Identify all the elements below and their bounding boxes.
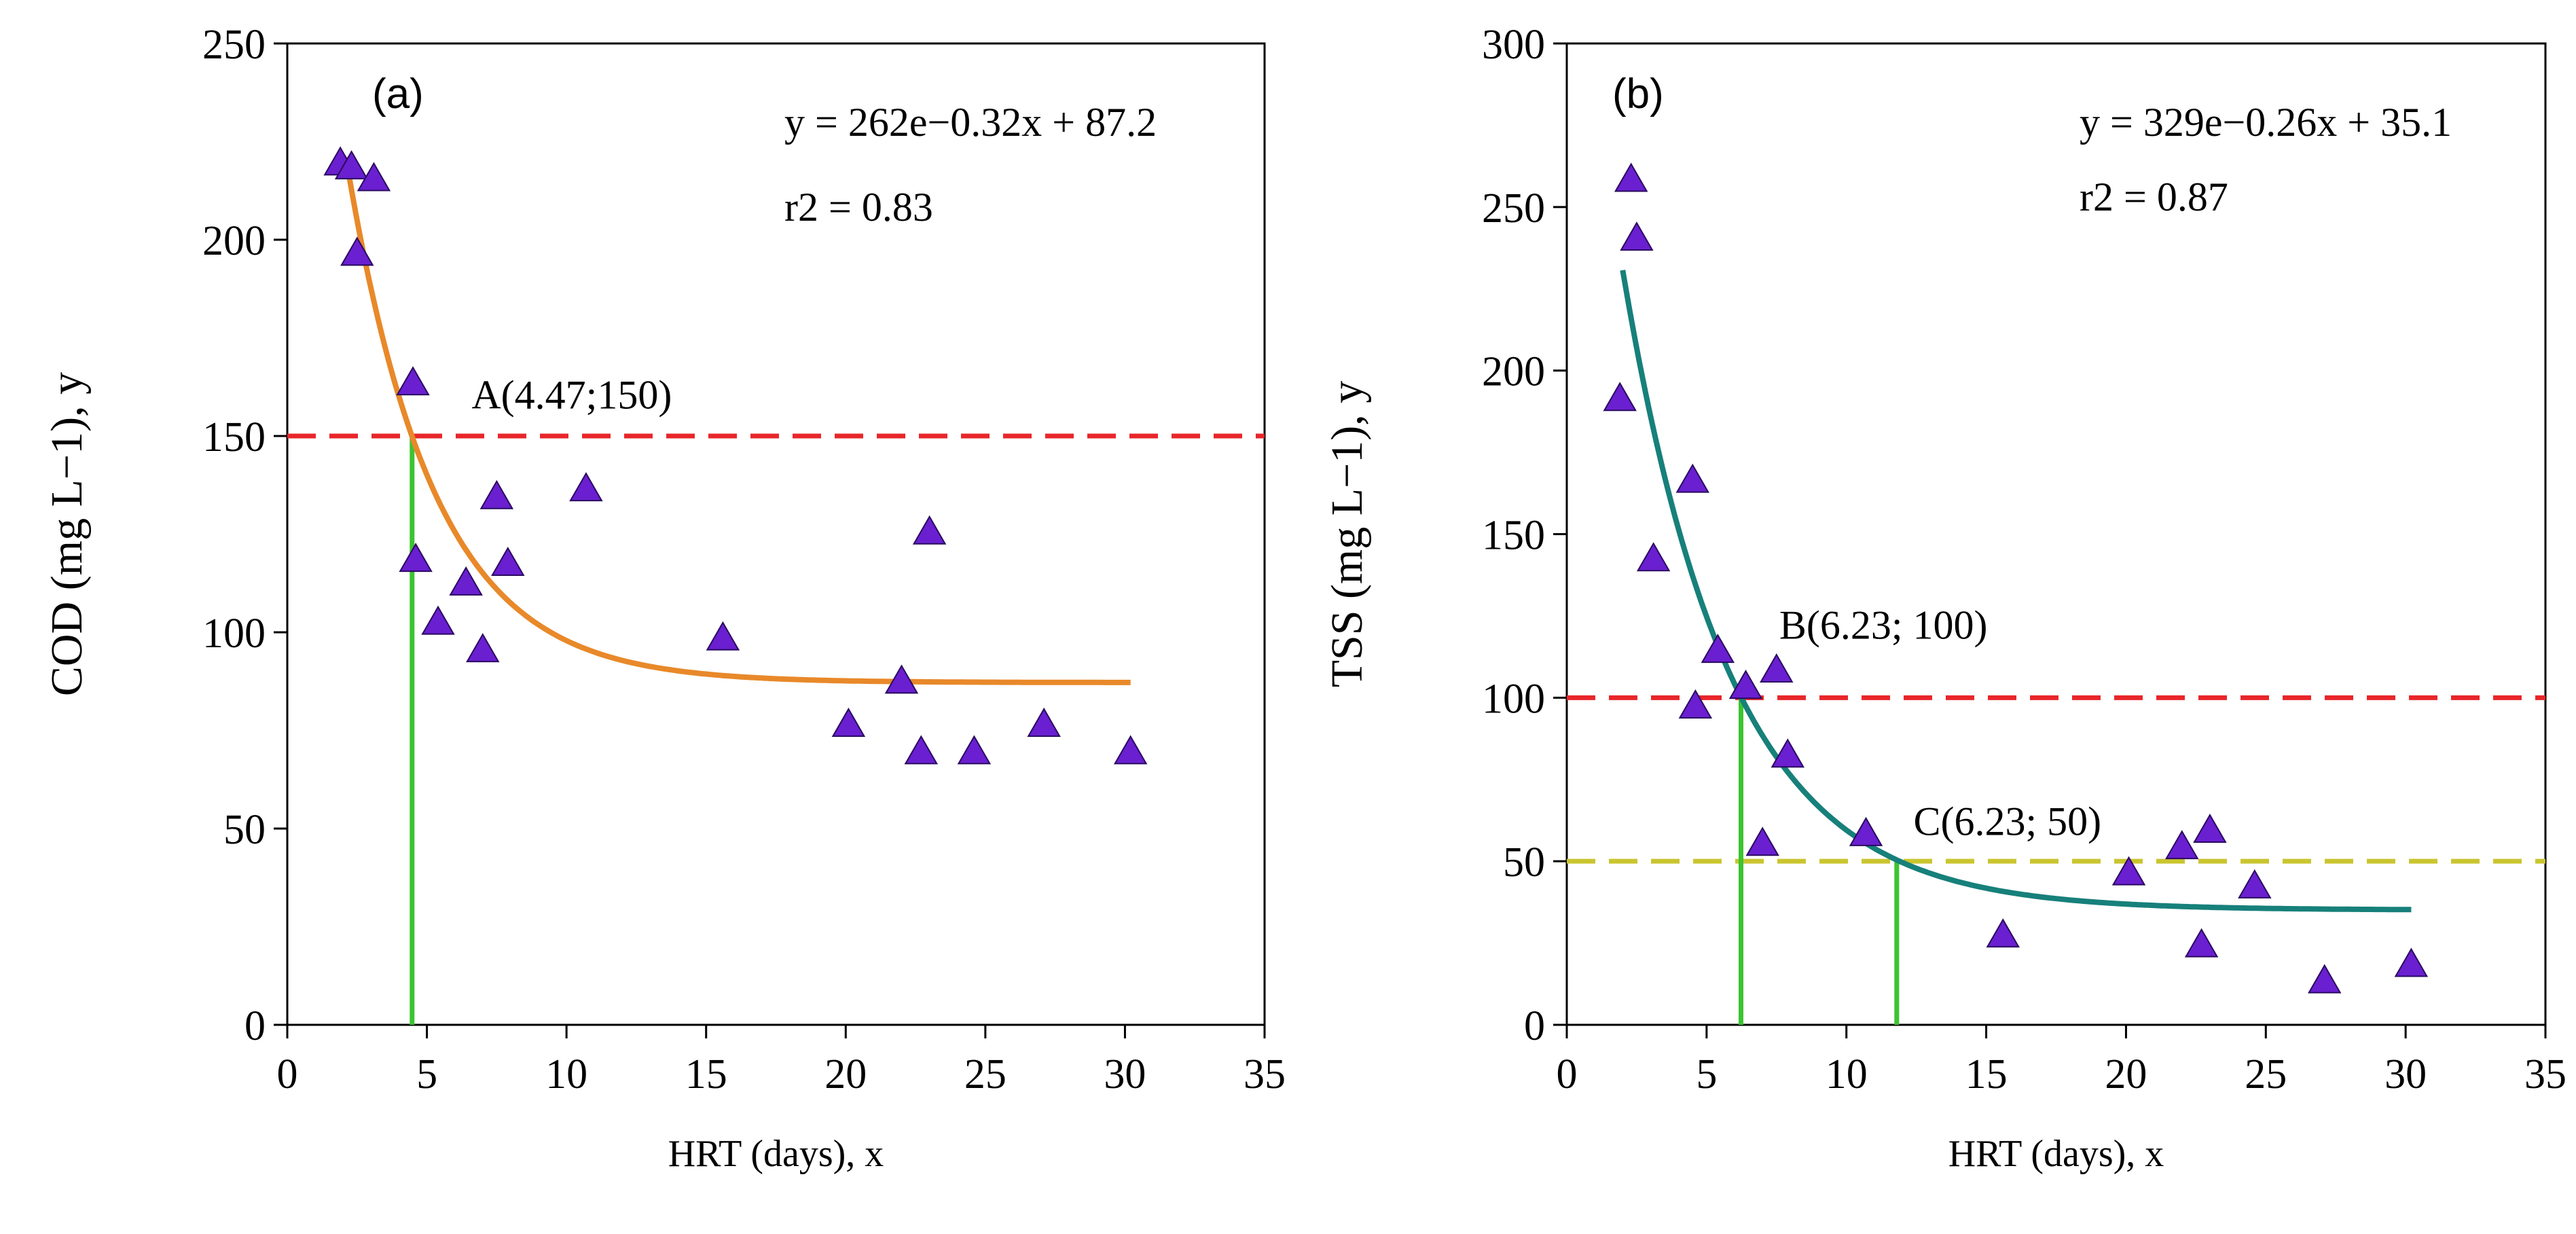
r-squared-label: r2 = 0.87 xyxy=(2080,175,2228,219)
y-tick-label: 200 xyxy=(1482,349,1545,395)
panel-label: (b) xyxy=(1612,71,1664,117)
x-tick-label: 25 xyxy=(964,1051,1006,1097)
equation-label: y = 262e−0.32x + 87.2 xyxy=(784,100,1157,145)
data-point xyxy=(904,735,939,765)
y-tick-label: 150 xyxy=(202,414,266,460)
y-tick-label: 100 xyxy=(202,611,266,657)
data-point xyxy=(1728,670,1763,700)
data-point xyxy=(491,546,525,576)
data-point xyxy=(2308,964,2342,994)
plot-frame xyxy=(286,42,1266,1026)
data-point xyxy=(706,621,740,651)
data-point xyxy=(1760,653,1794,683)
data-point xyxy=(2165,830,2199,860)
x-tick-label: 25 xyxy=(2245,1051,2287,1097)
x-tick-label: 15 xyxy=(685,1051,727,1097)
x-tick-label: 15 xyxy=(1965,1051,2008,1097)
y-tick-label: 200 xyxy=(202,218,266,264)
point-annotation: A(4.47;150) xyxy=(471,373,672,418)
y-tick-label: 250 xyxy=(202,22,266,68)
y-axis-label: COD (mg L−1), y xyxy=(42,372,92,696)
data-point xyxy=(2193,813,2227,843)
data-point xyxy=(1027,707,1061,737)
x-tick-label: 20 xyxy=(824,1051,867,1097)
point-annotation: C(6.23; 50) xyxy=(1914,799,2102,844)
x-tick-label: 0 xyxy=(277,1051,298,1097)
chart-panel-a: 0 5 10 15 20 25 30 35 0 50 100 150 200 250 HRT (days),… xyxy=(42,22,1286,1175)
chart-panel-b: 0 5 10 15 20 25 30 35 0 50 100 150 200 250 300 HRT (day… xyxy=(1322,22,2566,1175)
data-point xyxy=(399,543,433,573)
data-point xyxy=(449,566,483,596)
data-point xyxy=(2111,856,2146,886)
data-point xyxy=(1603,382,1637,412)
panel-label: (a) xyxy=(372,71,424,117)
data-point xyxy=(569,472,603,502)
data-point xyxy=(912,515,947,545)
data-point xyxy=(2238,869,2272,899)
data-point xyxy=(421,605,455,635)
data-point xyxy=(1701,634,1735,664)
data-point xyxy=(334,150,369,180)
data-point xyxy=(479,479,514,509)
data-point xyxy=(1614,162,1648,192)
x-tick-label: 10 xyxy=(1826,1051,1868,1097)
y-tick-label: 50 xyxy=(223,807,266,853)
y-tick-label: 150 xyxy=(1482,513,1545,559)
x-tick-label: 35 xyxy=(2524,1051,2566,1097)
x-tick-label: 35 xyxy=(1244,1051,1286,1097)
data-point xyxy=(1620,221,1654,251)
r-squared-label: r2 = 0.83 xyxy=(784,185,933,230)
y-tick-label: 100 xyxy=(1482,676,1545,722)
y-axis-label: TSS (mg L−1), y xyxy=(1322,381,1372,688)
data-point xyxy=(466,633,500,663)
data-point xyxy=(1745,827,1779,856)
point-annotation: B(6.23; 100) xyxy=(1779,603,1988,648)
data-point xyxy=(1636,542,1671,572)
data-point xyxy=(340,236,374,266)
data-point xyxy=(2394,947,2429,977)
y-tick-label: 250 xyxy=(1482,185,1545,232)
data-point xyxy=(884,664,919,694)
data-point xyxy=(1986,918,2020,948)
fit-curve xyxy=(1620,270,2412,913)
x-tick-label: 20 xyxy=(2105,1051,2147,1097)
data-point xyxy=(1849,816,1883,846)
x-tick-label: 5 xyxy=(416,1051,437,1097)
data-point xyxy=(2184,928,2219,958)
x-tick-label: 10 xyxy=(545,1051,587,1097)
x-axis-label: HRT (days), x xyxy=(668,1133,884,1175)
fit-curve xyxy=(343,156,1131,685)
x-tick-label: 5 xyxy=(1696,1051,1717,1097)
y-tick-label: 50 xyxy=(1503,839,1545,886)
x-tick-label: 0 xyxy=(1557,1051,1578,1097)
data-point xyxy=(1678,689,1713,719)
data-point xyxy=(396,366,430,396)
data-point xyxy=(1771,738,1804,768)
x-axis-label: HRT (days), x xyxy=(1948,1133,2164,1175)
y-tick-label: 300 xyxy=(1482,22,1545,68)
data-point xyxy=(1113,735,1148,765)
data-point xyxy=(357,162,391,192)
equation-label: y = 329e−0.26x + 35.1 xyxy=(2080,100,2452,145)
x-tick-label: 30 xyxy=(1104,1051,1146,1097)
y-tick-label: 0 xyxy=(244,1003,266,1049)
data-point xyxy=(957,735,992,765)
data-point xyxy=(1675,463,1710,493)
x-tick-label: 30 xyxy=(2384,1051,2427,1097)
data-point xyxy=(831,707,866,737)
y-tick-label: 0 xyxy=(1524,1003,1545,1049)
